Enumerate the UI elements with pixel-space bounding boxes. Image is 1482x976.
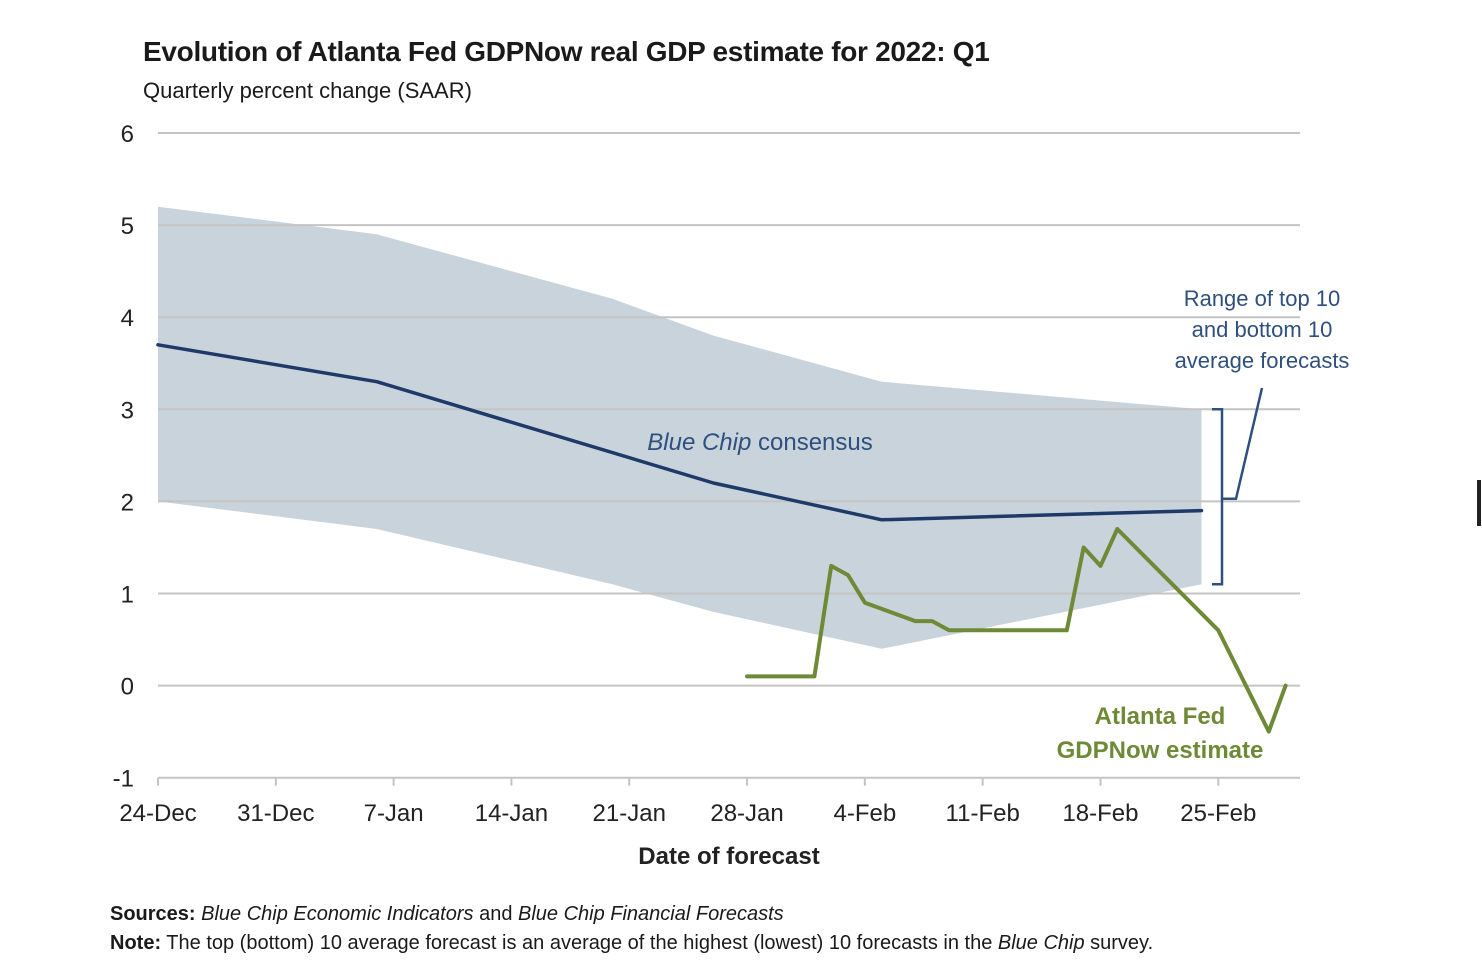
x-tick-label: 31-Dec [237,800,314,827]
note-line: Note: The top (bottom) 10 average foreca… [110,929,1153,958]
range-leader-line [1222,387,1264,501]
sources-line: Sources: Blue Chip Economic Indicators a… [110,900,1153,929]
note-label: Note: [110,932,162,954]
series-lines [156,343,1288,734]
x-tick-label: 24-Dec [119,800,196,827]
blue-chip-consensus-line [156,343,1204,522]
gdpnow-annotation-line: GDPNow estimate [1057,737,1264,764]
sources-label: Sources: [110,903,196,925]
range-annotation-line: Range of top 10 [1184,286,1341,311]
range-band-layer [158,206,1202,649]
range-bracket [1212,408,1224,586]
gdpnow-estimate-line [745,527,1288,734]
gridlines [158,132,1300,779]
y-tick-label: 6 [121,121,134,148]
edge-fragment [1477,480,1481,526]
x-tick-label: 11-Feb [946,800,1020,827]
note-text: The top (bottom) 10 average forecast is … [161,932,1153,954]
annotations: Blue Chip consensus Range of top 10 and bo… [647,286,1349,764]
chart-footer: Sources: Blue Chip Economic Indicators a… [110,900,1153,958]
consensus-annotation-italic: Blue Chip [647,429,751,456]
chart-title: Evolution of Atlanta Fed GDPNow real GDP… [143,36,990,67]
y-tick-label: 5 [121,213,134,240]
range-band [158,206,1202,649]
range-annotation-line: average forecasts [1175,348,1350,373]
footer-italic-text: Blue Chip [997,932,1085,954]
x-axis-ticks: 24-Dec 31-Dec 7-Jan 14-Jan 21-Jan 28-Jan 4-Feb… [119,777,1256,870]
footer-text: The top (bottom) 10 average forecast is … [161,932,998,954]
range-annotation-line: and bottom 10 [1192,317,1333,342]
x-tick-label: 28-Jan [710,800,783,827]
y-tick-label: 3 [121,397,134,424]
x-tick-label: 14-Jan [475,800,548,827]
y-axis-tick-labels: 6 5 4 3 2 1 0 -1 [113,121,134,793]
consensus-annotation: Blue Chip consensus [647,429,872,456]
sources-text: Blue Chip Economic Indicators and Blue C… [196,903,784,925]
chart-subtitle: Quarterly percent change (SAAR) [143,78,472,103]
y-tick-label: -1 [113,766,134,793]
footer-text: and [473,903,518,925]
x-tick-label: 4-Feb [834,800,897,827]
footer-text: survey. [1084,932,1154,954]
x-tick-label: 18-Feb [1062,800,1138,827]
y-tick-label: 2 [121,489,134,516]
x-tick-label: 7-Jan [364,800,424,827]
y-tick-label: 4 [121,305,134,332]
footer-italic-text: Blue Chip Economic Indicators [195,903,474,925]
y-tick-label: 1 [121,582,134,609]
x-tick-label: 25-Feb [1180,800,1256,827]
consensus-annotation-rest: consensus [751,429,872,456]
x-tick-label: 21-Jan [593,800,666,827]
x-axis-label: Date of forecast [638,843,819,870]
gdpnow-annotation-line: Atlanta Fed [1095,703,1226,730]
footer-italic-text: Blue Chip Financial Forecasts [518,903,784,925]
y-tick-label: 0 [121,674,134,701]
